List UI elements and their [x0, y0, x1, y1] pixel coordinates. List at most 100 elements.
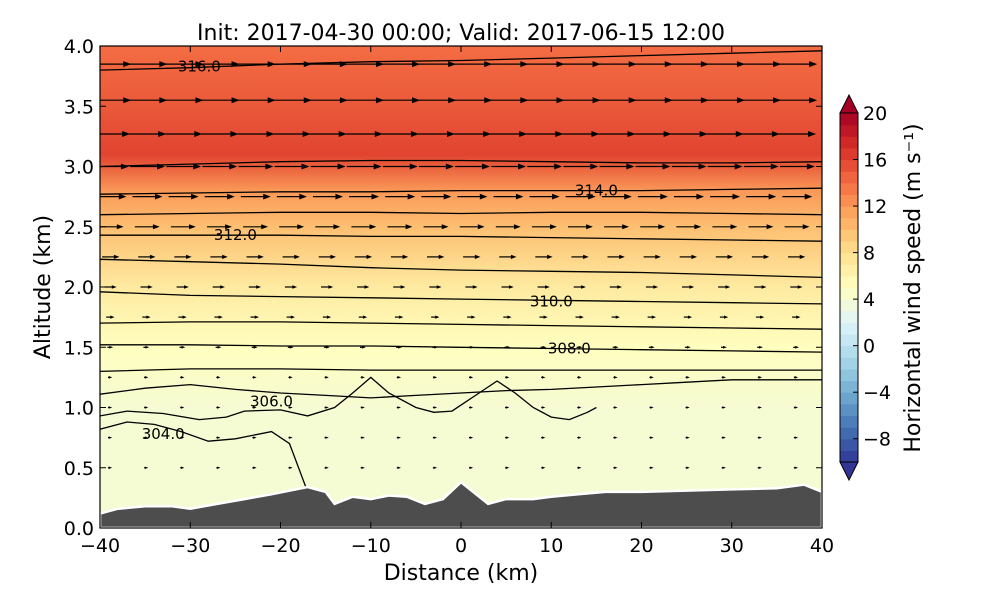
wind-vector-head	[469, 376, 474, 379]
wind-vector-head	[727, 254, 734, 259]
wind-vector-head	[687, 315, 693, 319]
colorbar-segment	[840, 275, 858, 289]
wind-vector-head	[159, 97, 168, 104]
x-tick-label: 0	[455, 535, 467, 557]
contour-label: 304.0	[142, 425, 185, 443]
chart-title: Init: 2017-04-30 00:00; Valid: 2017-06-1…	[197, 21, 725, 46]
wind-vector-head	[794, 436, 799, 439]
wind-vector-head	[660, 193, 668, 200]
colorbar-label: Horizontal wind speed (m s⁻¹)	[901, 123, 926, 452]
colorbar-segment	[840, 229, 858, 242]
wind-vector-head	[366, 254, 373, 259]
wind-vector-head	[797, 285, 803, 289]
theta-contour	[100, 187, 822, 195]
wind-vector-head	[110, 315, 115, 319]
wind-vector-head	[299, 193, 307, 200]
wind-vector-head	[664, 61, 673, 68]
colorbar-tick-label: 20	[863, 103, 887, 125]
wind-vector-head	[407, 193, 416, 200]
wind-vector-head	[795, 345, 800, 349]
colorbar-segment	[840, 124, 858, 137]
colorbar-segment	[840, 415, 858, 428]
colorbar-segment	[840, 264, 858, 277]
wind-vector-head	[144, 406, 149, 409]
colorbar-tick-label: −4	[863, 382, 891, 404]
wind-vector-head	[483, 130, 492, 137]
wind-vector-head	[433, 406, 438, 409]
wind-vector-head	[147, 285, 153, 289]
wind-vector-head	[218, 315, 223, 319]
wind-vector-head	[294, 254, 300, 259]
wind-vector-head	[374, 130, 383, 137]
wind-vector-head	[330, 254, 337, 259]
wind-vector-head	[289, 406, 293, 409]
wind-vector-head	[145, 345, 150, 349]
wind-vector-head	[481, 163, 490, 170]
y-tick-label: 4.0	[64, 36, 94, 58]
wind-vector-head	[689, 285, 695, 289]
wind-vector-head	[362, 345, 366, 349]
wind-vector-head	[520, 97, 529, 104]
wind-vector-head	[614, 436, 618, 439]
wind-vector-head	[578, 466, 582, 470]
wind-vector-head	[556, 97, 565, 104]
colorbar-segment	[840, 450, 858, 463]
contour-label: 310.0	[530, 293, 573, 311]
wind-vector-head	[181, 345, 186, 349]
wind-vector-head	[653, 285, 659, 289]
wind-vector-head	[507, 315, 512, 319]
wind-vector-head	[586, 224, 593, 230]
wind-vector-head	[180, 376, 185, 379]
x-axis: −40 −30 −20 −10 0 10 20 30 40	[80, 46, 834, 557]
colorbar-segment	[840, 392, 858, 405]
wind-vector-head	[809, 61, 818, 68]
wind-vector-head	[253, 406, 257, 409]
wind-vector-head	[794, 406, 799, 409]
wind-vector-head	[505, 436, 510, 439]
y-tick-label: 0.5	[64, 458, 94, 480]
wind-vector-head	[363, 315, 368, 319]
wind-vector-head	[722, 406, 726, 409]
wind-vector-head	[361, 466, 365, 470]
wind-vector-head	[397, 376, 402, 379]
terrain	[100, 480, 822, 528]
contour-labels: 304.0 306.0 308.0 310.0 312.0 314.0 316.0	[142, 58, 618, 444]
colorbar-tick-label: 0	[863, 336, 875, 358]
wind-vector-head	[725, 285, 731, 289]
wind-vector-head	[723, 345, 727, 349]
wind-vector-head	[113, 254, 120, 259]
colorbar-extend-max	[839, 93, 859, 114]
wind-vector-head	[758, 466, 762, 470]
wind-vector-head	[325, 436, 329, 439]
wind-vector-head	[335, 193, 344, 200]
wind-vector-head	[111, 285, 117, 289]
wind-vector-head	[474, 254, 481, 259]
wind-vector-head	[520, 61, 529, 68]
wind-vector-head	[375, 97, 384, 104]
wind-vector-head	[505, 406, 510, 409]
wind-vector-head	[722, 436, 726, 439]
wind-vector-head	[766, 224, 774, 230]
wind-vector-head	[399, 315, 404, 319]
wind-vector-head	[333, 224, 341, 230]
wind-vector-head	[799, 254, 806, 259]
colorbar-tick-label: 8	[863, 243, 875, 265]
colorbar-segment	[840, 380, 858, 393]
colorbar-segment	[840, 334, 858, 347]
wind-vector-head	[154, 193, 163, 200]
colorbar: −8 −4 0 4 8 12 16 20	[839, 93, 891, 482]
wind-vector-head	[253, 466, 257, 470]
wind-vector-head	[545, 285, 550, 289]
wind-vector-head	[759, 345, 763, 349]
wind-vector-head	[253, 376, 257, 379]
wind-vector-head	[662, 163, 671, 170]
wind-vector-head	[144, 466, 149, 470]
wind-vector-head	[146, 315, 151, 319]
wind-vector-head	[650, 406, 654, 409]
wind-vector-head	[289, 436, 293, 439]
wind-vector-head	[806, 163, 815, 170]
wind-vector-head	[614, 466, 618, 470]
colorbar-segment	[840, 299, 858, 312]
wind-vector-head	[191, 193, 199, 200]
wind-vector-head	[469, 466, 474, 470]
